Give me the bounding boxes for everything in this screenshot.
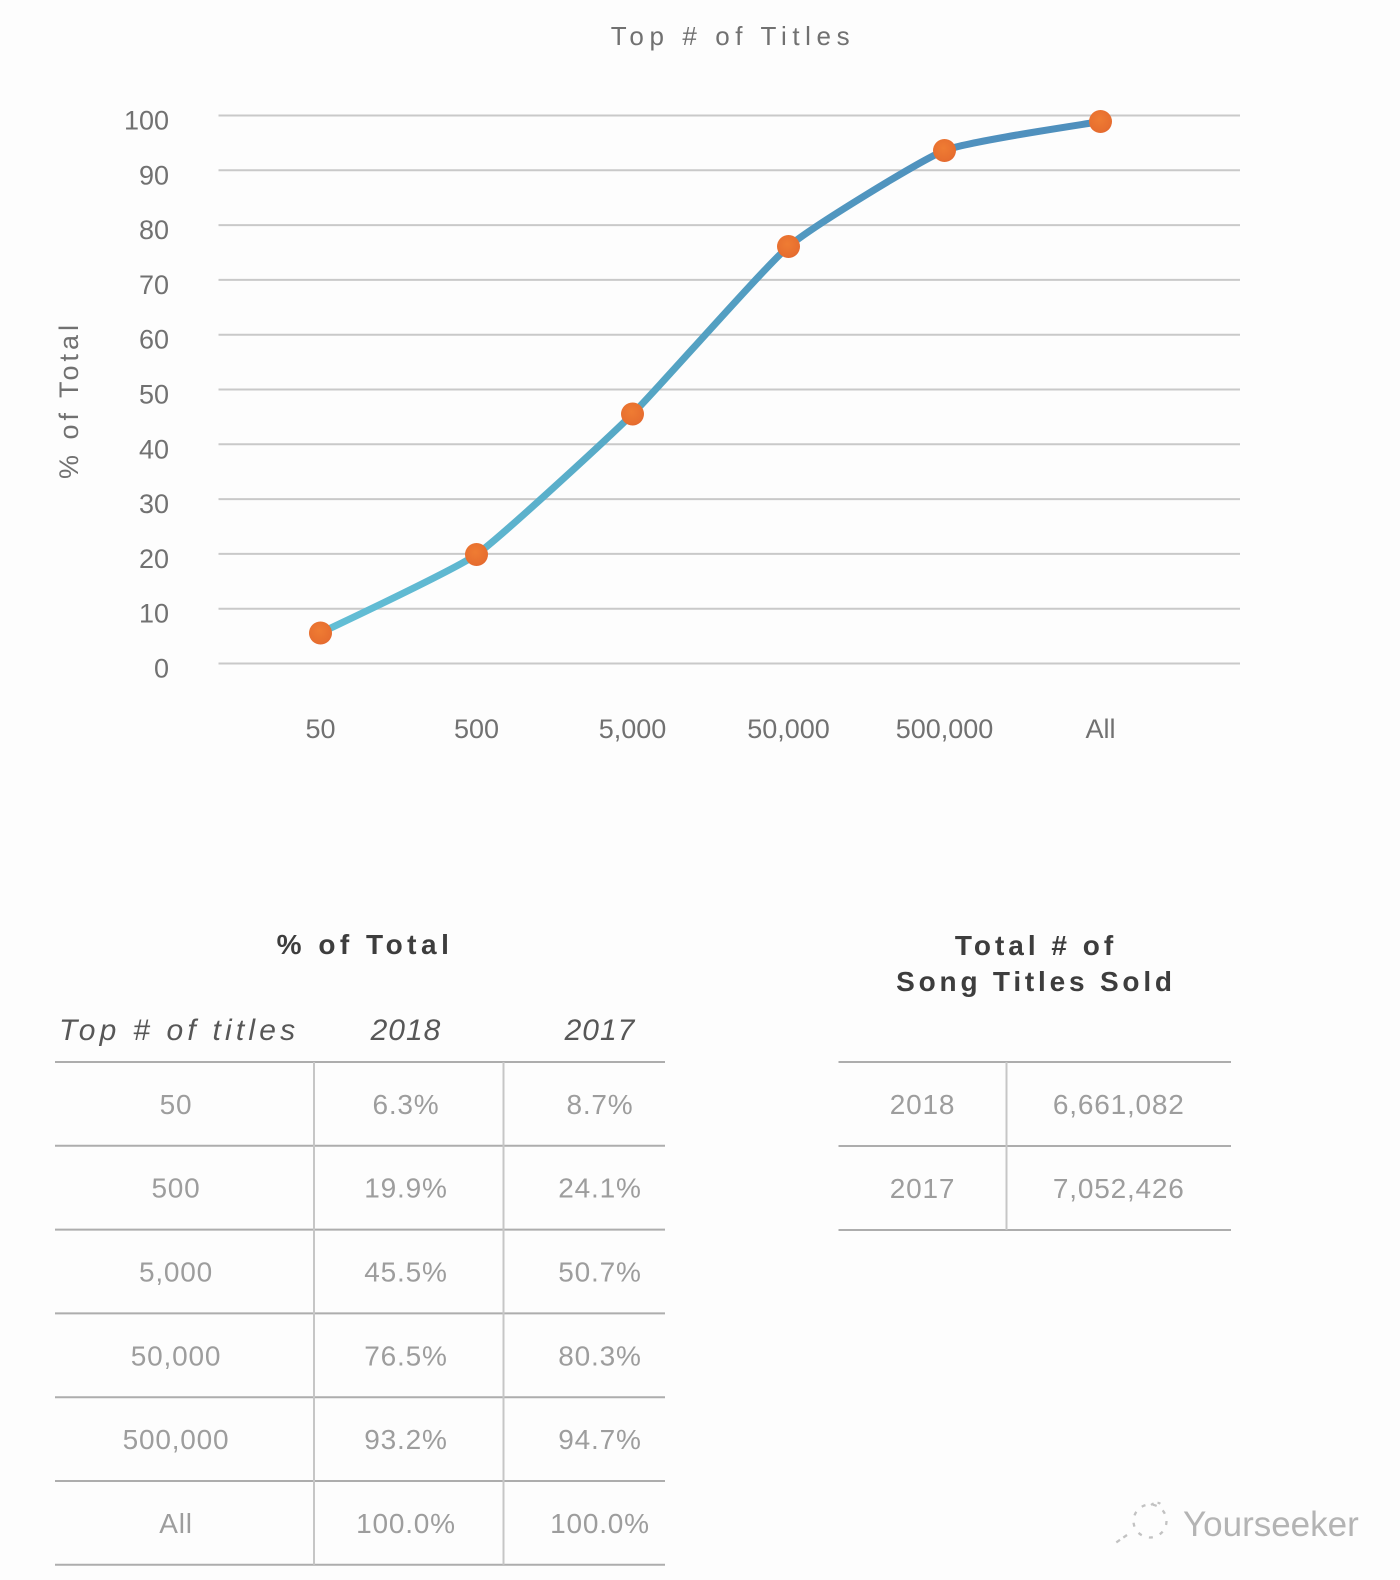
- svg-text:7,052,426: 7,052,426: [1053, 1173, 1185, 1204]
- svg-text:40: 40: [139, 434, 169, 464]
- svg-text:19.9%: 19.9%: [364, 1173, 447, 1204]
- svg-text:0: 0: [154, 654, 169, 684]
- svg-text:500,000: 500,000: [896, 714, 994, 744]
- svg-text:90: 90: [139, 160, 169, 190]
- svg-text:6,661,082: 6,661,082: [1053, 1089, 1185, 1120]
- svg-text:50,000: 50,000: [131, 1340, 221, 1371]
- svg-text:50: 50: [139, 380, 169, 410]
- svg-text:50,000: 50,000: [747, 714, 830, 744]
- svg-text:% of Total: % of Total: [277, 929, 454, 960]
- svg-text:All: All: [1085, 714, 1115, 744]
- svg-text:Total # of: Total # of: [955, 930, 1117, 961]
- svg-text:50: 50: [305, 714, 335, 744]
- svg-text:% of Total: % of Total: [54, 321, 84, 479]
- svg-text:30: 30: [139, 489, 169, 519]
- svg-text:100.0%: 100.0%: [550, 1508, 650, 1539]
- svg-text:All: All: [159, 1508, 193, 1539]
- svg-text:2017: 2017: [890, 1173, 956, 1204]
- svg-text:10: 10: [139, 599, 169, 629]
- svg-text:50: 50: [160, 1089, 193, 1120]
- svg-text:100.0%: 100.0%: [356, 1508, 456, 1539]
- svg-text:45.5%: 45.5%: [364, 1257, 447, 1288]
- svg-text:Yourseeker: Yourseeker: [1183, 1505, 1359, 1544]
- svg-text:Top # of titles: Top # of titles: [59, 1014, 299, 1047]
- svg-text:80: 80: [139, 215, 169, 245]
- svg-text:100: 100: [124, 106, 169, 136]
- svg-text:76.5%: 76.5%: [364, 1340, 447, 1371]
- svg-text:500: 500: [454, 714, 499, 744]
- svg-text:500: 500: [151, 1173, 200, 1204]
- svg-text:2017: 2017: [564, 1014, 636, 1047]
- svg-text:50.7%: 50.7%: [558, 1257, 641, 1288]
- svg-text:24.1%: 24.1%: [558, 1173, 641, 1204]
- svg-text:500,000: 500,000: [123, 1424, 230, 1455]
- svg-text:8.7%: 8.7%: [566, 1089, 633, 1120]
- svg-text:6.3%: 6.3%: [372, 1089, 439, 1120]
- svg-text:Top # of Titles: Top # of Titles: [611, 21, 855, 51]
- svg-text:70: 70: [139, 270, 169, 300]
- svg-text:20: 20: [139, 544, 169, 574]
- svg-text:5,000: 5,000: [599, 714, 667, 744]
- svg-text:80.3%: 80.3%: [558, 1340, 641, 1371]
- svg-text:2018: 2018: [890, 1089, 956, 1120]
- svg-text:5,000: 5,000: [139, 1257, 213, 1288]
- svg-text:94.7%: 94.7%: [558, 1424, 641, 1455]
- svg-text:Song Titles Sold: Song Titles Sold: [896, 966, 1176, 997]
- svg-text:60: 60: [139, 325, 169, 355]
- svg-text:93.2%: 93.2%: [364, 1424, 447, 1455]
- svg-text:2018: 2018: [370, 1014, 442, 1047]
